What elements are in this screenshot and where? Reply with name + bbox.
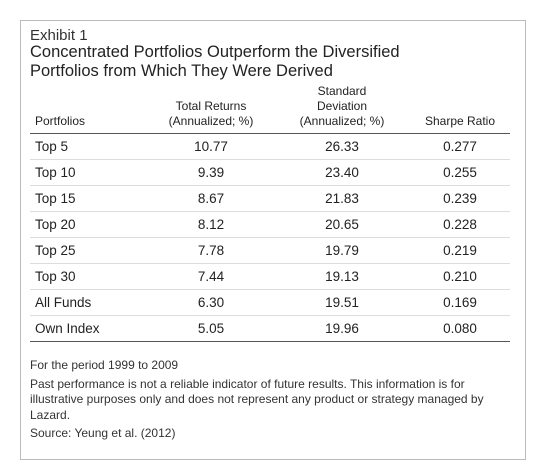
table-cell: Top 20 (35, 217, 76, 232)
column-header: Total Returns (Annualized; %) (161, 99, 261, 129)
table-cell: 19.96 (325, 321, 359, 336)
table-cell: 8.12 (197, 217, 225, 232)
table-cell: Own Index (35, 321, 100, 336)
table-cell: All Funds (35, 295, 92, 310)
table-cell: 0.239 (443, 191, 477, 206)
column-header-line: Portfolios (35, 114, 86, 128)
table-cell: 10.77 (194, 139, 228, 154)
table-cell: 8.67 (197, 191, 225, 206)
table-cell: 7.78 (197, 243, 225, 258)
column-header: Standard Deviation (Annualized; %) (292, 84, 392, 129)
table-row: Top 10 9.39 23.40 0.255 (30, 160, 510, 186)
table-cell: Top 15 (35, 191, 76, 206)
table-row: Top 30 7.44 19.13 0.210 (30, 264, 510, 290)
column-header-line: Total Returns (175, 99, 247, 113)
column-header-line: (Annualized; %) (168, 114, 254, 128)
table-cell: 0.169 (443, 295, 477, 310)
table-cell: 21.83 (325, 191, 359, 206)
table-cell: 26.33 (325, 139, 359, 154)
title-line: Portfolios from Which They Were Derived (30, 62, 333, 80)
table-row: Top 15 8.67 21.83 0.239 (30, 186, 510, 212)
note: Source: Yeung et al. (2012) (30, 426, 176, 440)
exhibit-label: Exhibit 1 (30, 27, 88, 44)
table-cell: Top 25 (35, 243, 76, 258)
column-header-line: (Annualized; %) (299, 114, 385, 128)
table-cell: 6.30 (197, 295, 225, 310)
table: Portfolios Total Returns (Annualized; %) St… (30, 84, 510, 342)
notes: For the period 1999 to 2009 Past performa… (30, 358, 505, 445)
note: For the period 1999 to 2009 (30, 358, 179, 372)
table-cell: 0.219 (443, 243, 477, 258)
title-line: Concentrated Portfolios Outperform the D… (30, 43, 400, 61)
table-cell: 0.228 (443, 217, 477, 232)
exhibit-frame (20, 20, 526, 460)
table-cell: 9.39 (197, 165, 225, 180)
table-cell: 5.05 (197, 321, 225, 336)
table-row: Own Index 5.05 19.96 0.080 (30, 316, 510, 342)
table-cell: 19.79 (325, 243, 359, 258)
table-cell: Top 10 (35, 165, 76, 180)
table-cell: 19.13 (325, 269, 359, 284)
table-row: All Funds 6.30 19.51 0.169 (30, 290, 510, 316)
table-cell: 19.51 (325, 295, 359, 310)
column-header: Portfolios (35, 114, 85, 129)
table-cell: Top 30 (35, 269, 76, 284)
table-cell: 0.255 (443, 165, 477, 180)
column-header-line: Standard Deviation (316, 84, 368, 113)
table-cell: 0.277 (443, 139, 477, 154)
note: Past performance is not a reliable indic… (30, 376, 484, 422)
table-cell: 20.65 (325, 217, 359, 232)
table-row: Top 25 7.78 19.79 0.219 (30, 238, 510, 264)
column-header-line: Sharpe Ratio (424, 114, 496, 128)
table-cell: 7.44 (197, 269, 225, 284)
table-row: Top 5 10.77 26.33 0.277 (30, 134, 510, 160)
table-cell: 0.080 (443, 321, 477, 336)
table-cell: Top 5 (35, 139, 69, 154)
table-cell: 23.40 (325, 165, 359, 180)
column-header: Sharpe Ratio (410, 114, 510, 129)
table-cell: 0.210 (443, 269, 477, 284)
header-row: Portfolios Total Returns (Annualized; %) St… (30, 84, 510, 134)
table-row: Top 20 8.12 20.65 0.228 (30, 212, 510, 238)
